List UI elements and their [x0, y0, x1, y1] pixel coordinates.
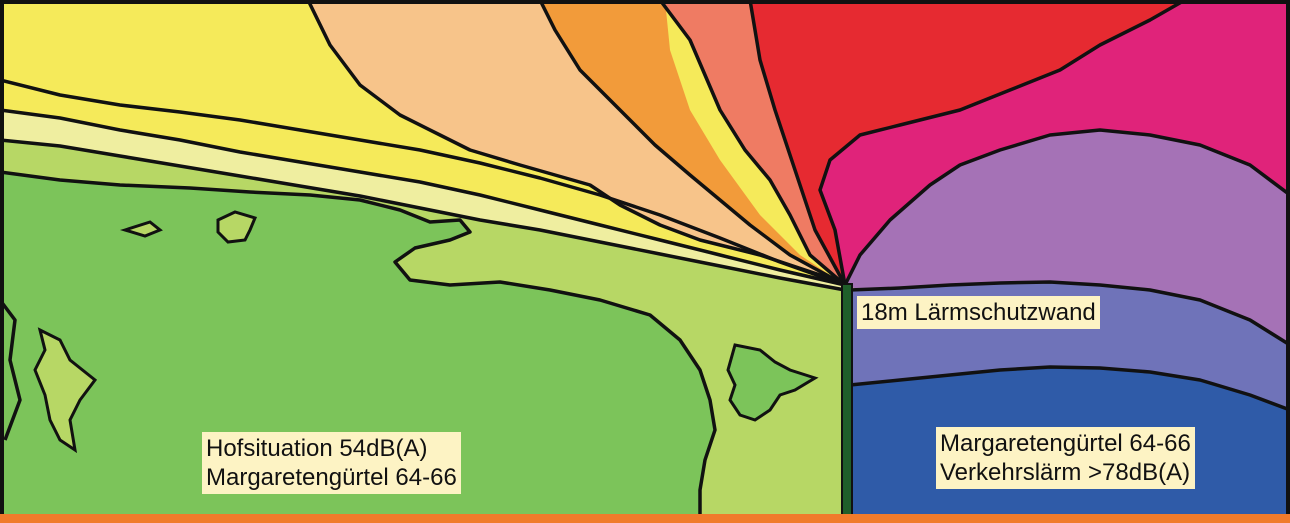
bottom-accent-bar	[0, 514, 1290, 523]
zone-salmon	[660, 0, 845, 285]
zone-green	[0, 172, 715, 514]
courtyard-label-line-1: Hofsituation 54dB(A)	[206, 435, 428, 462]
zone-magenta	[820, 0, 1290, 285]
street-label-line-1: Margaretengürtel 64-66	[940, 430, 1191, 457]
zone-peach	[308, 0, 845, 285]
zone-light-island	[216, 210, 258, 244]
zone-pale-yellow	[0, 110, 845, 290]
zone-light-island	[119, 220, 163, 238]
zone-light-island	[33, 327, 98, 454]
zone-orange	[540, 0, 845, 285]
courtyard-label-line-2: Margaretengürtel 64-66	[206, 464, 457, 491]
wall-label: 18m Lärmschutzwand	[857, 296, 1100, 329]
zone-green-island	[726, 343, 819, 422]
street-label: Margaretengürtel 64-66 Verkehrslärm >78d…	[936, 427, 1195, 489]
courtyard-label: Hofsituation 54dB(A) Margaretengürtel 64…	[202, 432, 461, 494]
noise-barrier-wall	[841, 283, 853, 523]
zone-red	[750, 0, 1185, 285]
wall-label-text: 18m Lärmschutzwand	[861, 299, 1096, 326]
zone-violet	[845, 130, 1290, 345]
street-label-line-2: Verkehrslärm >78dB(A)	[940, 459, 1191, 486]
